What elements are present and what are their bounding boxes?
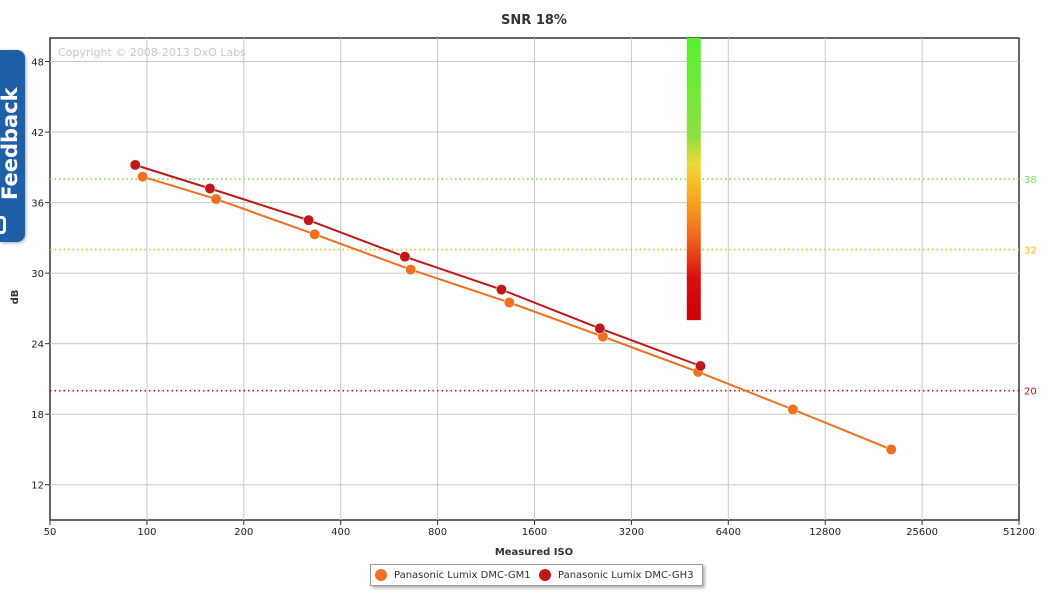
legend-marker-gh3 [539, 569, 551, 581]
data-point-series-0 [309, 229, 319, 239]
data-point-series-1 [695, 361, 705, 371]
copyright-text: Copyright © 2008-2013 DxO Labs [58, 46, 246, 59]
data-point-series-1 [205, 183, 215, 193]
data-point-series-0 [211, 194, 221, 204]
data-point-series-0 [886, 444, 896, 454]
y-tick-label: 36 [31, 199, 44, 210]
x-tick-label: 6400 [716, 527, 741, 538]
x-tick-label: 1600 [522, 527, 547, 538]
reference-label-32: 32 [1024, 246, 1037, 257]
legend: Panasonic Lumix DMC-GM1 Panasonic Lumix … [370, 564, 703, 586]
x-tick-label: 200 [234, 527, 253, 538]
feedback-tab[interactable]: Feedback [0, 50, 25, 242]
x-tick-label: 51200 [1003, 527, 1035, 538]
y-tick-label: 30 [31, 269, 44, 280]
x-tick-label: 12800 [809, 527, 841, 538]
feedback-label: Feedback [0, 87, 22, 200]
y-tick-label: 12 [31, 481, 44, 492]
chat-bubble-icon [0, 216, 6, 234]
y-tick-label: 24 [31, 340, 44, 351]
x-tick-label: 3200 [619, 527, 644, 538]
reference-label-20: 20 [1024, 387, 1037, 398]
legend-item-gm1[interactable]: Panasonic Lumix DMC-GM1 [375, 568, 531, 582]
legend-marker-gm1 [375, 569, 387, 581]
x-tick-label: 50 [44, 527, 57, 538]
x-tick-label: 400 [331, 527, 350, 538]
data-point-series-1 [496, 284, 506, 294]
y-axis-label: dB [10, 290, 21, 305]
data-point-series-1 [595, 323, 605, 333]
x-tick-label: 100 [137, 527, 156, 538]
color-scale-bar [687, 38, 701, 320]
y-tick-label: 48 [31, 58, 44, 69]
legend-label-gh3: Panasonic Lumix DMC-GH3 [558, 570, 694, 581]
x-tick-label: 800 [428, 527, 447, 538]
reference-label-38: 38 [1024, 175, 1037, 186]
x-tick-label: 25600 [906, 527, 938, 538]
chart-title: SNR 18% [501, 13, 567, 28]
color-scale [687, 38, 701, 320]
data-point-series-0 [406, 264, 416, 274]
y-tick-label: 18 [31, 410, 44, 421]
x-axis-label: Measured ISO [495, 547, 573, 558]
legend-item-gh3[interactable]: Panasonic Lumix DMC-GH3 [539, 568, 694, 582]
data-point-series-1 [130, 160, 140, 170]
data-point-series-1 [400, 251, 410, 261]
data-point-series-0 [137, 172, 147, 182]
legend-label-gm1: Panasonic Lumix DMC-GM1 [394, 570, 531, 581]
data-point-series-0 [504, 297, 514, 307]
data-point-series-1 [303, 215, 313, 225]
y-tick-label: 42 [31, 128, 44, 139]
data-point-series-0 [788, 404, 798, 414]
